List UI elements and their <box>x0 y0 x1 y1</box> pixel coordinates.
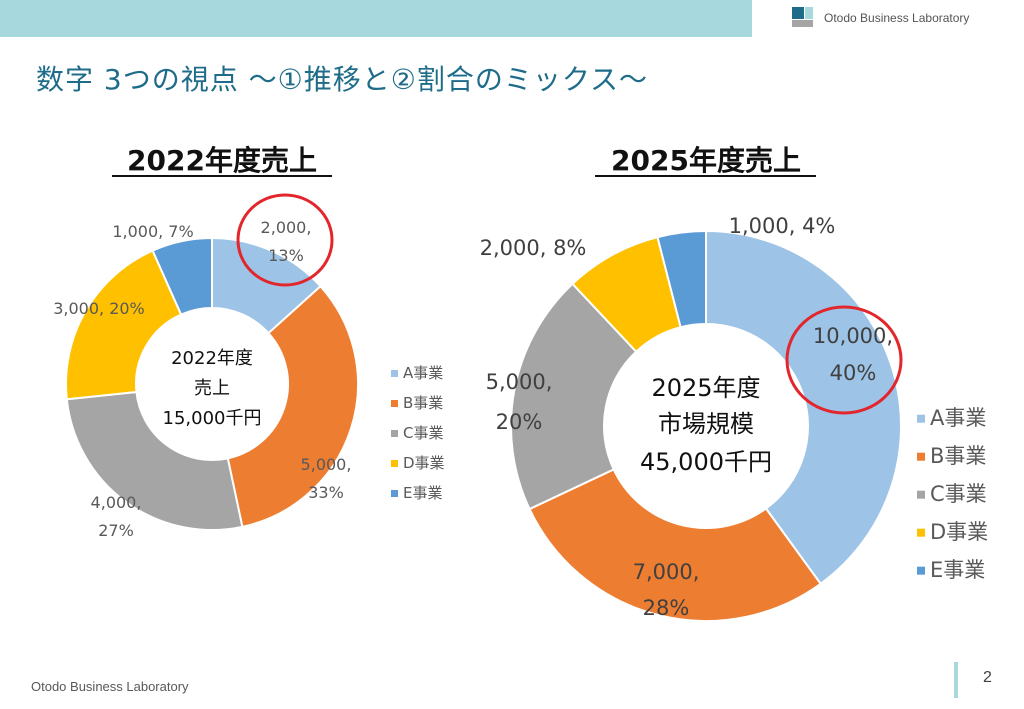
donut-slice-E事業 <box>656 229 707 329</box>
data-label: 5,000, 20% <box>486 370 553 434</box>
data-label: 2,000, 13% <box>261 218 312 265</box>
donut-slice-B事業 <box>226 284 359 528</box>
highlight-circle <box>785 305 903 415</box>
legend-entry: A事業 <box>930 406 986 430</box>
donut-slice-C事業 <box>65 390 244 531</box>
center-text-line: 15,000千円 <box>163 408 262 429</box>
legend-entry: B事業 <box>930 444 986 468</box>
highlight-circle <box>236 193 334 287</box>
legend-entry: E事業 <box>930 558 985 582</box>
legend-swatch <box>391 370 398 377</box>
chart-title: 2025年度売上 <box>611 144 801 177</box>
data-label: 1,000, 4% <box>729 214 836 238</box>
brand-logo-icon <box>792 7 813 27</box>
center-text-line: 2025年度 <box>651 374 760 402</box>
legend-swatch <box>391 430 398 437</box>
donut-slice-B事業 <box>528 468 823 622</box>
donut-slice-C事業 <box>510 282 638 511</box>
donut-slice-E事業 <box>151 236 213 316</box>
donut-chart-1: 2022年度売上 2022年度売上 15,000千円 2,000, 13% 5,000, 3… <box>53 144 444 540</box>
data-label: 2,000, 8% <box>480 236 587 260</box>
legend-entry: E事業 <box>403 484 442 502</box>
legend-swatch <box>917 452 925 461</box>
legend-entry: C事業 <box>403 424 443 442</box>
legend-swatch <box>917 490 925 499</box>
legend-entry: C事業 <box>930 482 987 506</box>
legend-entry: D事業 <box>930 520 988 544</box>
legend-swatch <box>391 460 398 467</box>
legend-swatch <box>917 566 925 575</box>
data-label: 4,000, 27% <box>91 493 142 540</box>
data-label: 10,000, 40% <box>813 324 893 385</box>
legend-entry: A事業 <box>403 364 443 382</box>
data-label: 7,000, 28% <box>633 560 700 620</box>
data-label: 1,000, 7% <box>112 222 193 241</box>
chart-title: 2022年度売上 <box>127 144 317 177</box>
center-text-line: 2022年度 <box>171 348 253 369</box>
chart-legend: A事業 B事業 C事業 D事業 E事業 <box>391 364 445 502</box>
footer-text: Otodo Business Laboratory <box>31 679 189 694</box>
legend-swatch <box>391 400 398 407</box>
footer-divider <box>954 662 958 698</box>
donut-slice-D事業 <box>65 249 183 401</box>
center-text-line: 市場規模 <box>658 410 754 438</box>
legend-entry: D事業 <box>403 454 445 472</box>
center-text-line: 売上 <box>194 378 230 399</box>
legend-swatch <box>917 528 925 537</box>
legend-swatch <box>391 490 398 497</box>
data-label: 5,000, 33% <box>301 455 352 502</box>
center-text-line: 45,000千円 <box>640 448 772 476</box>
data-label: 3,000, 20% <box>53 299 145 318</box>
header-bar <box>0 0 752 37</box>
chart-legend: A事業 B事業 C事業 D事業 E事業 <box>917 406 988 582</box>
brand-text: Otodo Business Laboratory <box>824 11 970 25</box>
brand-block: Otodo Business Laboratory <box>752 0 1024 37</box>
page-number: 2 <box>983 669 992 686</box>
page-title: 数字 3つの視点 ～①推移と②割合のミックス～ <box>36 63 648 96</box>
legend-entry: B事業 <box>403 394 443 412</box>
legend-swatch <box>917 414 925 423</box>
